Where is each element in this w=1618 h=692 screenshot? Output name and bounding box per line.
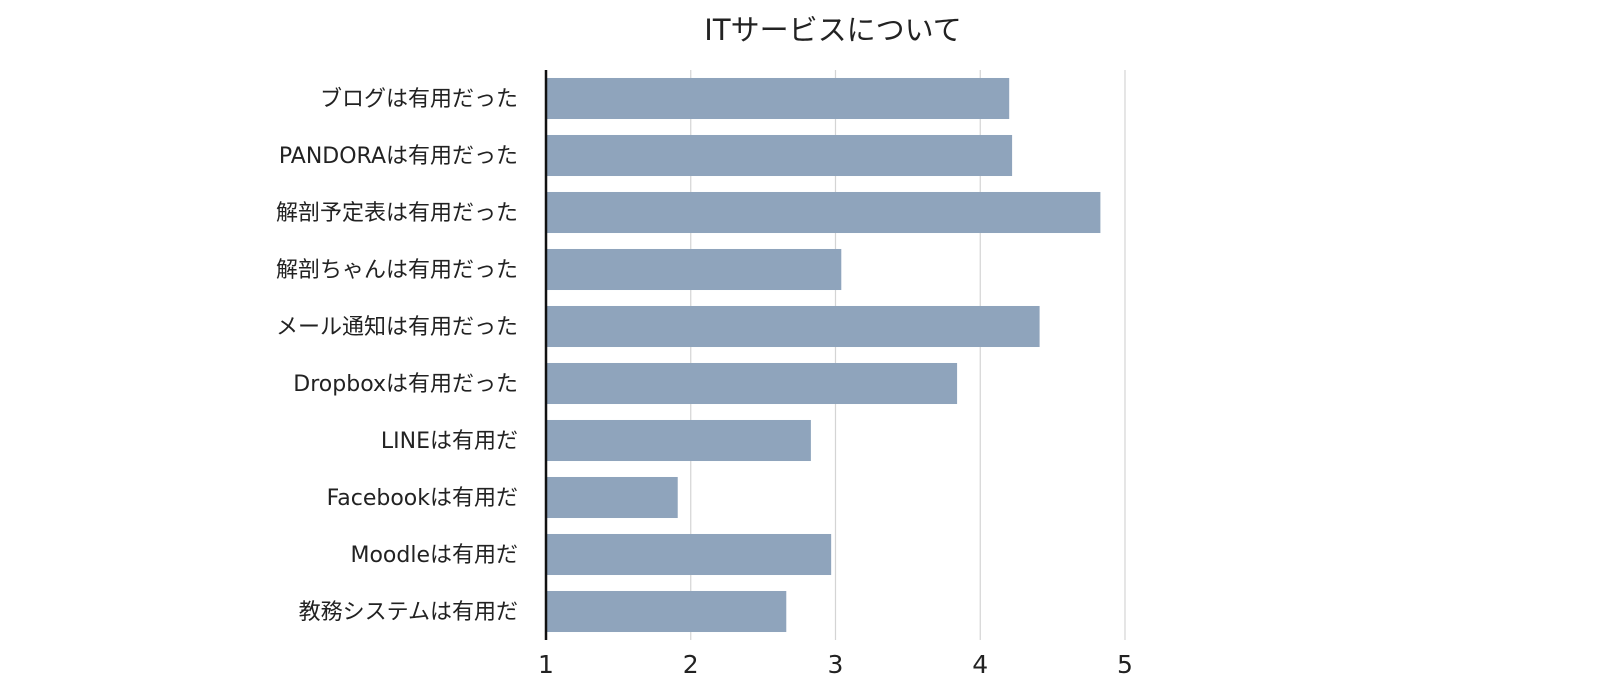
category-label: 解剖予定表は有用だった — [276, 201, 518, 226]
category-label: PANDORAは有用だった — [279, 144, 518, 169]
bar — [546, 533, 832, 576]
bar — [546, 77, 1010, 120]
category-label: メール通知は有用だった — [276, 315, 518, 340]
category-label: Moodleは有用だ — [350, 543, 518, 568]
category-label: Dropboxは有用だった — [293, 372, 518, 397]
category-label: ブログは有用だった — [320, 87, 518, 112]
bar — [546, 191, 1101, 234]
category-label: 解剖ちゃんは有用だった — [276, 258, 518, 283]
chart-title: ITサービスについて — [704, 13, 961, 47]
x-tick-label: 2 — [683, 650, 699, 679]
category-label: LINEは有用だ — [381, 429, 518, 454]
x-tick-label: 3 — [828, 650, 844, 679]
x-axis-ticks: 1 2 3 4 5 — [538, 650, 1133, 679]
bars — [546, 77, 1101, 633]
bar — [546, 248, 842, 291]
x-tick-label: 1 — [538, 650, 554, 679]
bar — [546, 362, 958, 405]
bar — [546, 419, 811, 462]
bar — [546, 134, 1013, 177]
bar — [546, 476, 678, 519]
bar — [546, 305, 1040, 348]
category-labels: ブログは有用だった PANDORAは有用だった解剖予定表は有用だった解剖ちゃんは有… — [276, 87, 518, 625]
category-label: Facebookは有用だ — [327, 486, 518, 511]
bar — [546, 590, 787, 633]
x-tick-label: 5 — [1117, 650, 1133, 679]
category-label: 教務システムは有用だ — [299, 600, 518, 625]
x-tick-label: 4 — [972, 650, 988, 679]
